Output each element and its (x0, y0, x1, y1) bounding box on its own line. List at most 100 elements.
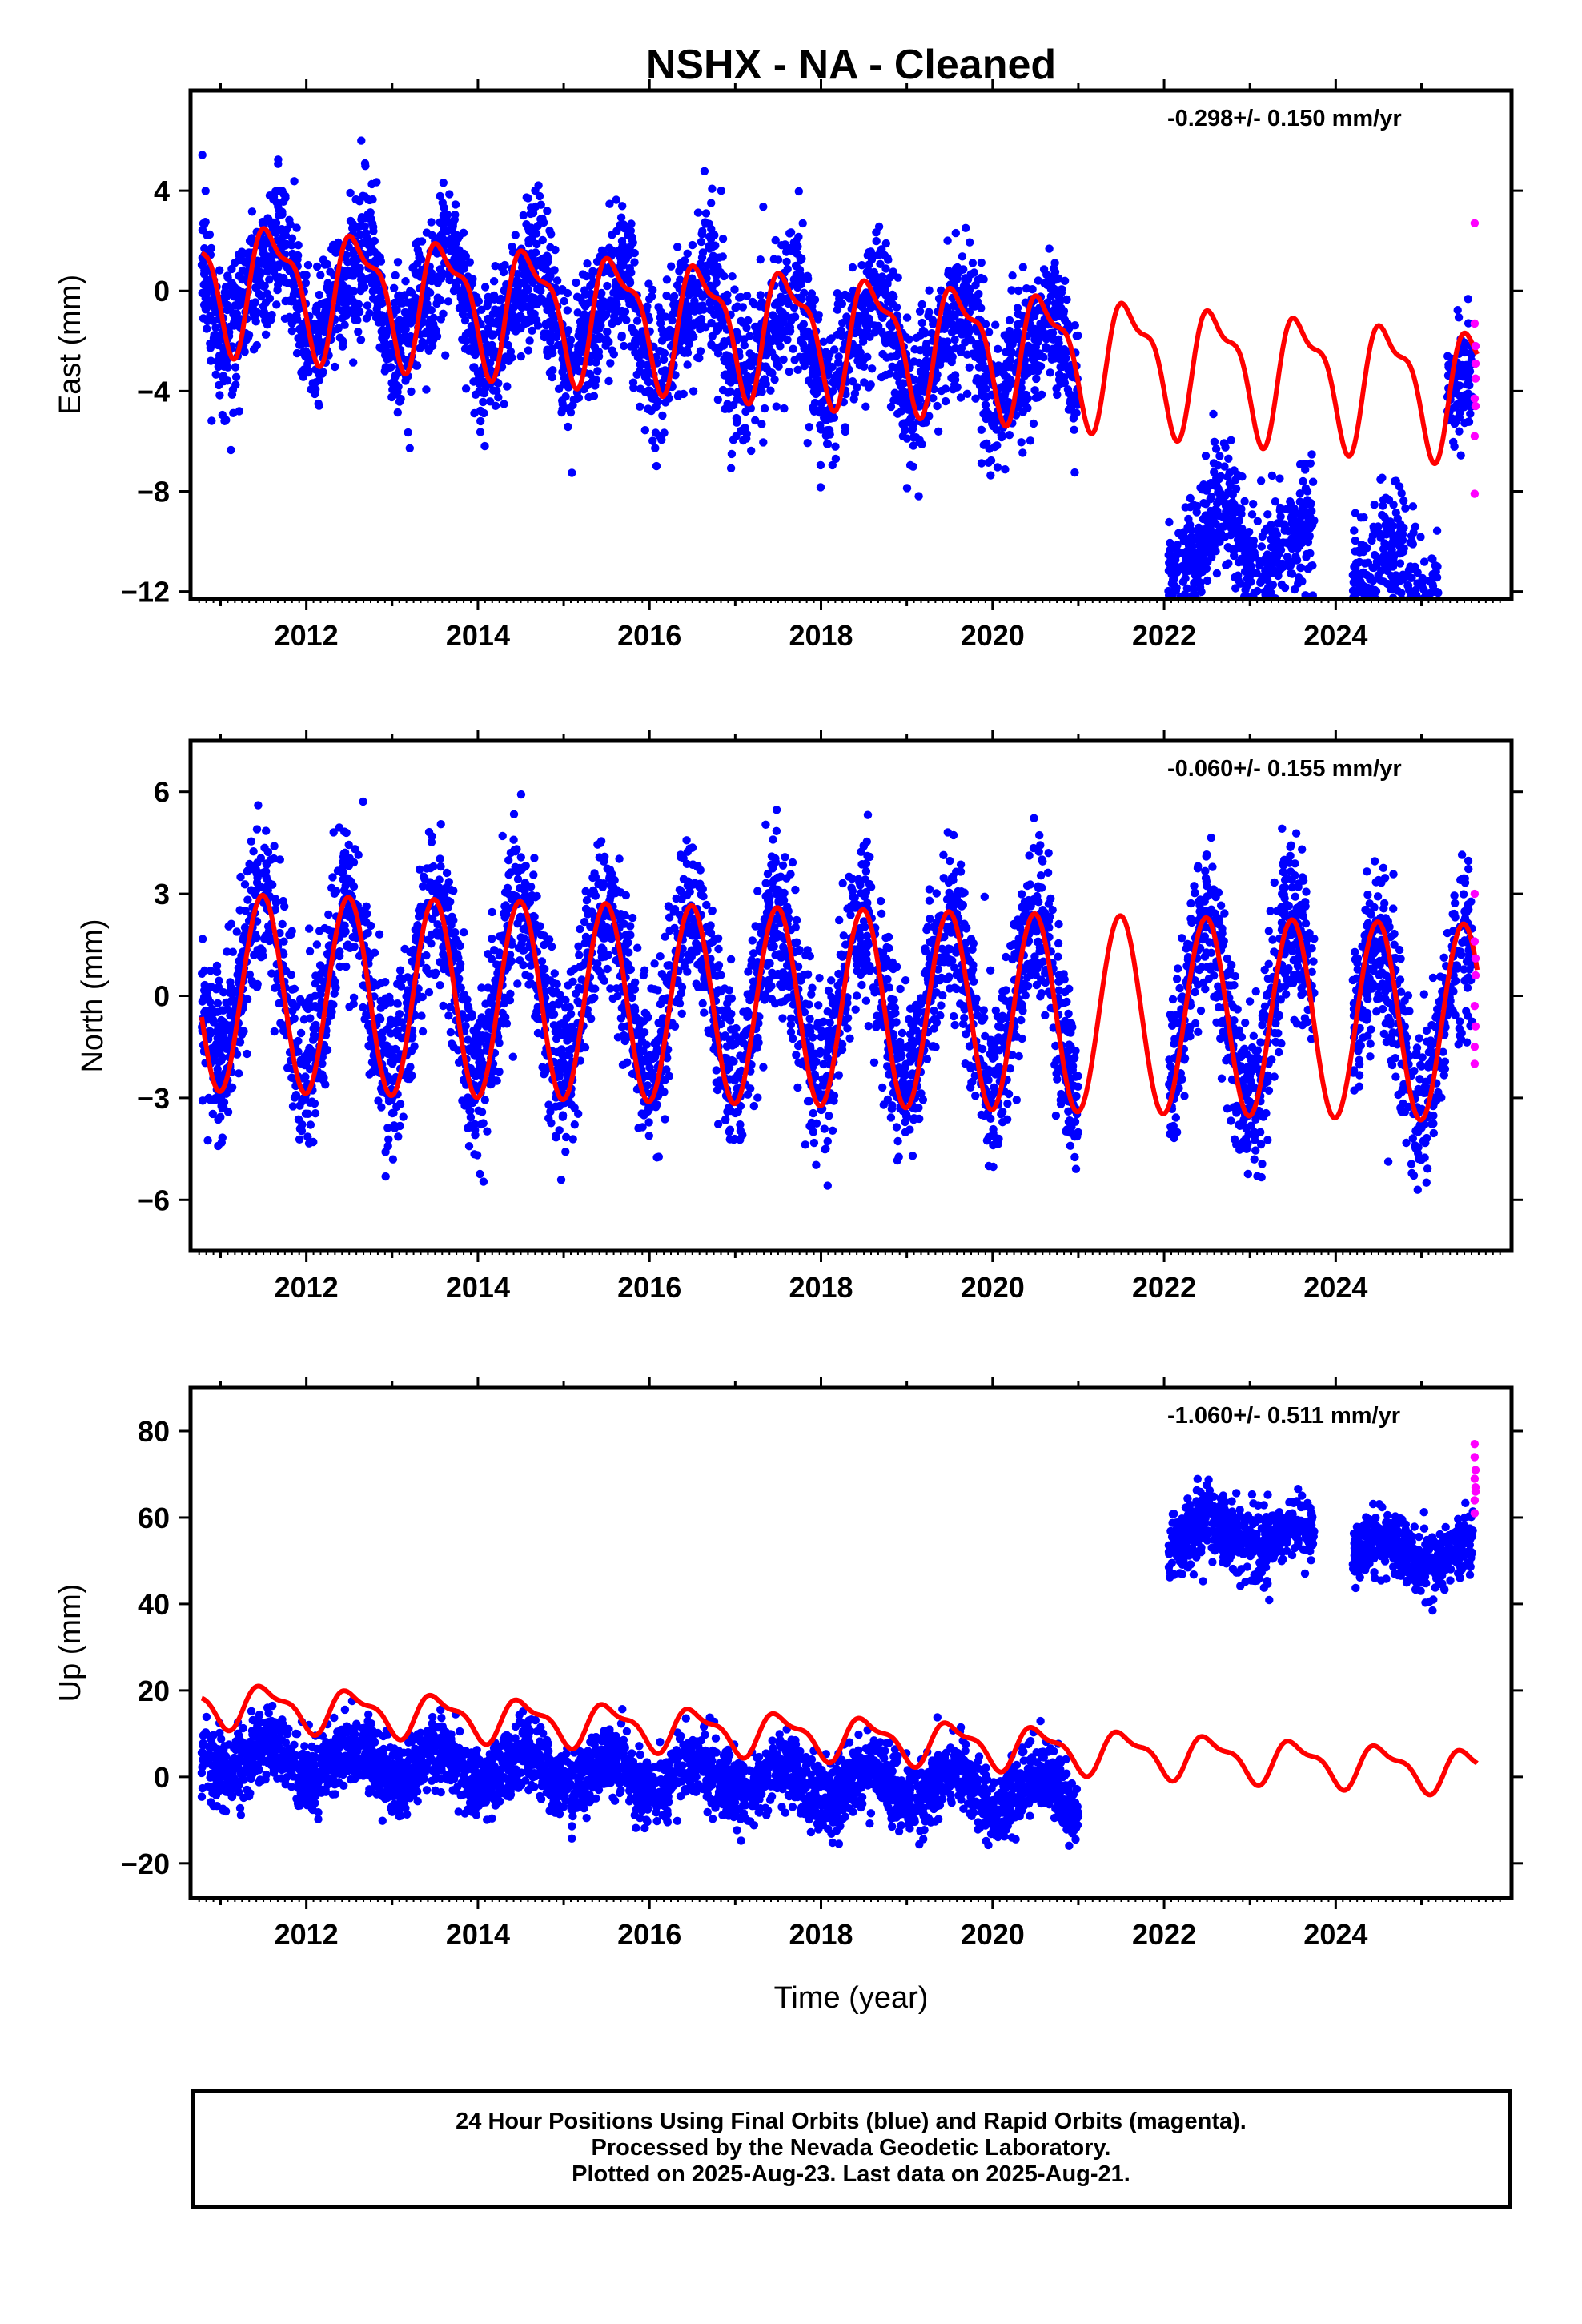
data-point (1195, 537, 1204, 546)
data-point (957, 318, 966, 327)
data-point (346, 188, 355, 198)
data-point (370, 247, 379, 256)
data-point (1429, 686, 1437, 694)
data-point (752, 328, 761, 336)
data-point (917, 373, 927, 383)
data-point (933, 370, 942, 380)
data-point (552, 276, 562, 285)
data-point (1230, 466, 1239, 475)
data-point (881, 264, 890, 273)
data-point (1018, 448, 1027, 457)
data-point (1407, 618, 1415, 626)
data-point (1431, 685, 1439, 693)
data-point (669, 294, 678, 303)
data-point (977, 304, 986, 312)
data-point (1228, 490, 1237, 499)
data-point (962, 389, 972, 398)
data-point (669, 300, 678, 309)
data-point (521, 971, 530, 979)
data-point (1419, 651, 1427, 659)
data-point (848, 377, 857, 386)
data-point (1296, 563, 1306, 572)
data-point (525, 295, 534, 304)
data-point (496, 296, 504, 305)
data-point (884, 297, 893, 306)
data-point (617, 236, 627, 246)
data-point (249, 309, 258, 318)
data-point (1238, 472, 1247, 481)
data-point (538, 235, 547, 245)
data-point (422, 385, 431, 394)
data-point (697, 237, 706, 247)
data-point (349, 358, 358, 367)
data-point (270, 1027, 279, 1036)
data-point (860, 378, 869, 387)
data-point (526, 209, 536, 219)
data-point (1236, 526, 1245, 535)
data-point (816, 483, 825, 492)
data-point (793, 279, 801, 288)
data-point (1054, 339, 1063, 348)
data-point (1383, 613, 1391, 621)
data-point (199, 300, 209, 309)
rapid-point (1471, 374, 1480, 383)
data-point (1271, 527, 1280, 536)
data-point (772, 806, 781, 814)
data-point (544, 254, 552, 263)
data-point (422, 228, 432, 237)
data-point (439, 179, 448, 187)
data-point (1283, 553, 1292, 561)
data-point (620, 341, 628, 351)
data-point (522, 220, 531, 229)
data-point (737, 292, 745, 302)
data-point (876, 259, 885, 268)
data-point (1418, 629, 1426, 637)
data-point (713, 349, 723, 358)
data-point (1294, 521, 1303, 529)
data-point (1307, 561, 1316, 570)
data-point (445, 190, 454, 199)
data-point (511, 231, 520, 239)
data-point (1285, 607, 1293, 615)
data-point (424, 346, 433, 355)
data-point (289, 282, 299, 291)
data-point (1251, 616, 1259, 624)
data-point (207, 356, 215, 365)
data-point (933, 401, 942, 411)
data-point (1068, 400, 1077, 408)
data-point (1179, 561, 1188, 571)
rapid-point (1471, 359, 1480, 368)
data-point (795, 265, 805, 275)
data-point (810, 398, 820, 408)
data-point (584, 392, 593, 402)
data-point (1239, 610, 1247, 618)
data-point (1394, 632, 1402, 640)
data-point (1350, 562, 1359, 571)
data-point (982, 392, 991, 402)
data-point (394, 1132, 403, 1141)
data-point (287, 234, 297, 243)
data-point (1295, 577, 1303, 585)
data-point (1460, 363, 1469, 372)
data-point (815, 408, 824, 417)
data-point (401, 277, 410, 286)
data-point (901, 332, 910, 342)
data-point (889, 267, 897, 276)
data-point (944, 267, 954, 275)
data-point (1001, 465, 1010, 474)
data-point (912, 333, 921, 342)
data-point (536, 200, 545, 209)
data-point (1219, 439, 1229, 448)
data-point (1046, 368, 1054, 377)
data-point (872, 236, 881, 246)
data-point (1034, 393, 1042, 402)
data-point (870, 321, 879, 330)
data-point (706, 235, 716, 243)
plot-area (197, 136, 1480, 694)
data-point (766, 386, 775, 395)
data-point (1256, 612, 1264, 620)
data-point (902, 484, 912, 493)
data-point (587, 271, 596, 280)
data-point (548, 366, 557, 375)
data-point (436, 296, 445, 304)
